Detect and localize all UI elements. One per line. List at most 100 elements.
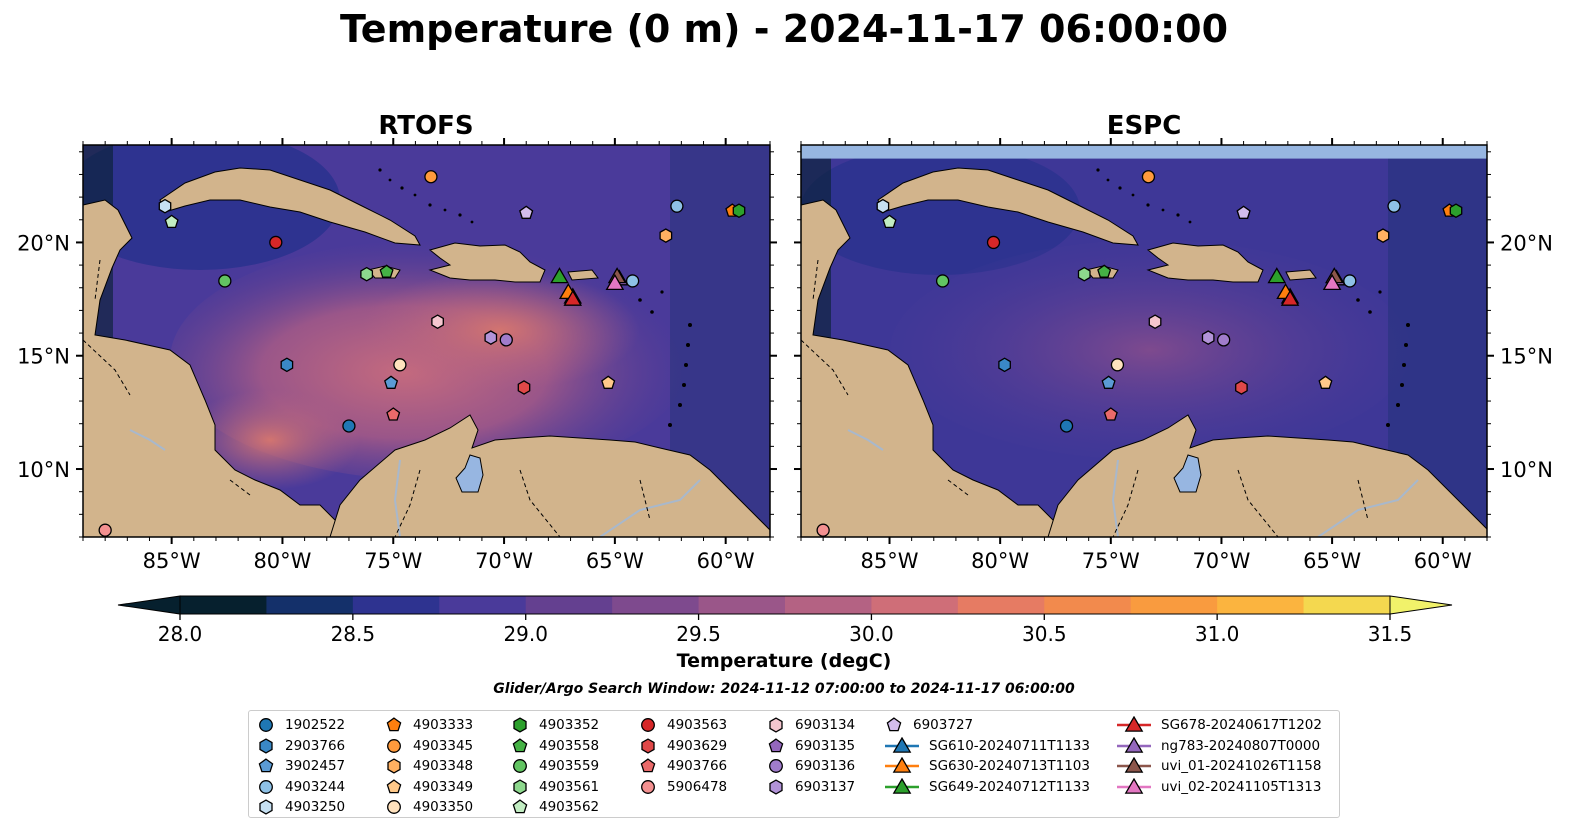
colorbar-segment xyxy=(1303,596,1391,614)
legend-entry: SG649-20240712T1133 xyxy=(885,777,1090,797)
espc-no-data-band xyxy=(801,145,1487,159)
rtofs-warm-core xyxy=(360,270,640,390)
legend-marker xyxy=(513,779,527,795)
rtofs-x-tick-label: 60°W xyxy=(697,549,755,573)
rtofs-obs-uvi_02-20241105T1313 xyxy=(605,273,625,291)
legend-label: 4903562 xyxy=(539,799,600,816)
legend-marker xyxy=(769,779,783,795)
legend-entry: 6903134 xyxy=(767,715,855,735)
espc-obs-4903562 xyxy=(882,214,897,229)
legend-marker xyxy=(512,737,528,752)
legend-label: 4903349 xyxy=(413,778,474,795)
espc-map-panel: ESPC 85°W 80°W 75°W 70°W 65°W 60°W 20°N 15°N 10°… xyxy=(794,111,1553,573)
rtofs-obs-4903563 xyxy=(269,235,283,250)
triangle-marker-icon xyxy=(1117,777,1151,794)
legend-marker xyxy=(769,759,783,774)
pentagon-marker-icon xyxy=(258,758,274,773)
espc-obs-6903137 xyxy=(1201,330,1215,345)
colorbar-segment xyxy=(180,596,267,614)
espc-obs-uvi_02-20241105T1313 xyxy=(1322,273,1342,291)
espc-obs-4903348 xyxy=(1376,228,1390,243)
espc-obs-4903561 xyxy=(1077,266,1091,282)
legend-entry: 4903244 xyxy=(257,777,345,797)
hexagon-marker-icon xyxy=(513,717,527,733)
espc-obs-4903766 xyxy=(1103,407,1118,421)
triangle-marker-icon xyxy=(885,736,919,753)
legend-marker xyxy=(259,737,273,754)
legend-marker xyxy=(886,717,902,732)
legend-label: 6903136 xyxy=(795,758,856,775)
espc-obs-4903559 xyxy=(935,274,950,288)
legend-label: 3902457 xyxy=(285,758,346,775)
legend-label: 4903561 xyxy=(539,778,600,795)
legend-entry: uvi_02-20241105T1313 xyxy=(1117,777,1321,797)
legend-label: 1902522 xyxy=(285,717,346,733)
espc-obs-SG649-20240712T1133 xyxy=(1267,267,1287,284)
legend-label: 6903137 xyxy=(795,778,856,795)
rtofs-obs-6903134 xyxy=(431,314,444,330)
espc-y-tick-label: 20°N xyxy=(1500,231,1553,255)
legend-entry: SG678-20240617T1202 xyxy=(1117,715,1322,735)
legend-entry: 1902522 xyxy=(257,715,345,735)
colorbar-segment xyxy=(1217,596,1305,614)
espc-obs-6903134 xyxy=(1148,314,1162,330)
espc-x-tick-label: 75°W xyxy=(1082,549,1140,573)
colorbar-tick-label: 30.0 xyxy=(849,622,894,646)
legend-label: SG630-20240713T1103 xyxy=(929,758,1090,775)
legend-entry: 6903135 xyxy=(767,736,855,756)
rtofs-obs-4903244 xyxy=(625,274,640,288)
legend-marker xyxy=(259,718,273,732)
legend-entry: ng783-20240807T0000 xyxy=(1117,736,1320,756)
legend-marker xyxy=(1124,757,1144,773)
legend-marker xyxy=(1124,736,1144,753)
colorbar-segment xyxy=(698,596,786,614)
colorbar-segment xyxy=(957,596,1045,614)
legend-marker xyxy=(641,737,655,754)
legend-marker xyxy=(386,779,402,794)
legend-label: 4903333 xyxy=(413,717,474,733)
legend-entry: 4903766 xyxy=(639,756,727,776)
hexagon-marker-icon xyxy=(259,799,273,816)
legend-marker xyxy=(892,757,912,773)
legend-entry: 4903563 xyxy=(639,715,727,735)
hexagon-marker-icon xyxy=(769,717,783,733)
rtofs-map-frame xyxy=(82,144,771,538)
rtofs-obs-4903348 xyxy=(659,228,673,243)
legend-marker xyxy=(1124,716,1144,732)
legend-entry: 6903727 xyxy=(885,715,973,735)
legend-label: 4903350 xyxy=(413,799,474,816)
legend-label: 4903348 xyxy=(413,758,474,775)
legend-entry: 6903136 xyxy=(767,756,855,776)
espc-x-tick-label: 60°W xyxy=(1414,549,1472,573)
colorbar-segment xyxy=(266,596,354,614)
legend-entry: SG610-20240711T1133 xyxy=(885,736,1090,756)
colorbar: 28.0 28.5 29.0 29.5 30.0 30.5 31.0 31.5 xyxy=(117,595,1453,646)
legend-entry: 2903766 xyxy=(257,736,345,756)
hexagon-marker-icon xyxy=(641,737,655,754)
triangle-marker-icon xyxy=(885,757,919,773)
legend-marker xyxy=(512,799,528,814)
rtofs-observations xyxy=(98,170,746,537)
rtofs-obs-5906478 xyxy=(98,523,112,537)
legend-entry: 4903561 xyxy=(511,777,599,797)
colorbar-segment xyxy=(871,596,959,614)
hexagon-marker-icon xyxy=(259,737,273,754)
legend-label: SG649-20240712T1133 xyxy=(929,778,1090,795)
colorbar-segment xyxy=(525,596,613,614)
espc-obs-4903345 xyxy=(1141,170,1156,184)
legend-label: 4903558 xyxy=(539,737,600,754)
pentagon-marker-icon xyxy=(640,758,656,773)
legend: 1902522 2903766 3902457 4903244 4903250 49033… xyxy=(248,710,1340,818)
legend-marker xyxy=(892,736,912,753)
rtofs-x-tick-label: 80°W xyxy=(253,549,311,573)
espc-y-tick-label: 10°N xyxy=(1500,458,1553,482)
colorbar-tick-label: 28.5 xyxy=(331,622,376,646)
colorbar-tick-label: 31.5 xyxy=(1368,622,1413,646)
espc-obs-6903136 xyxy=(1217,333,1231,347)
espc-x-tick-label: 70°W xyxy=(1192,549,1250,573)
legend-label: 4903563 xyxy=(667,717,728,733)
legend-entry: 4903352 xyxy=(511,715,599,735)
colorbar-tick-label: 30.5 xyxy=(1022,622,1067,646)
colorbar-tick-label: 29.5 xyxy=(676,622,721,646)
legend-marker xyxy=(768,737,784,752)
